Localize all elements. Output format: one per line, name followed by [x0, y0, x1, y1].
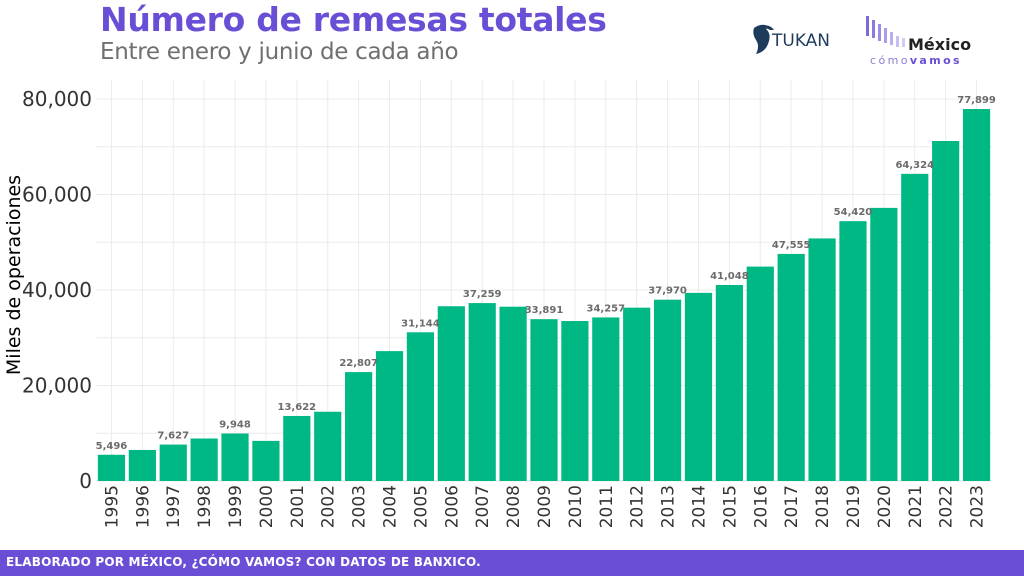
chart-data-labels: 5,496 7,627 9,948 13,622 22,807 31,144 37,259 3…: [96, 95, 996, 452]
y-tick-label: 80,000: [22, 87, 92, 111]
x-tick-label-2002: 2002: [319, 485, 339, 528]
data-label-2009: 33,891: [525, 305, 564, 316]
data-label-1995: 5,496: [96, 441, 128, 452]
bar-2021: [901, 173, 929, 481]
y-tick-label: 0: [79, 469, 92, 493]
bar-2003: [345, 372, 373, 481]
data-label-2005: 31,144: [401, 318, 440, 329]
bar-2015: [715, 284, 743, 481]
x-tick-label-2020: 2020: [875, 485, 895, 528]
bar-2006: [437, 306, 465, 481]
toucan-icon: [753, 24, 774, 54]
mcv-wordmark-top: México: [908, 35, 971, 54]
x-tick-label-2009: 2009: [535, 485, 555, 528]
bar-1997: [159, 444, 187, 481]
bar-2013: [653, 299, 682, 481]
data-label-2019: 54,420: [834, 207, 873, 218]
bar-2023: [962, 109, 991, 481]
data-label-2017: 47,555: [772, 240, 811, 251]
page-title: Número de remesas totales: [100, 0, 607, 39]
chart-bars: [97, 109, 991, 481]
y-axis-label: Miles de operaciones: [3, 175, 25, 375]
x-tick-label-2023: 2023: [968, 485, 988, 528]
bar-2008: [499, 306, 527, 481]
data-label-2015: 41,048: [710, 271, 749, 282]
x-tick-label-2001: 2001: [288, 485, 308, 528]
data-label-1997: 7,627: [157, 431, 189, 442]
page-subtitle: Entre enero y junio de cada año: [100, 39, 459, 65]
x-tick-label-2014: 2014: [689, 485, 709, 528]
data-label-1999: 9,948: [219, 419, 251, 430]
x-tick-label-1996: 1996: [133, 485, 153, 528]
bar-1998: [190, 438, 218, 481]
data-label-2001: 13,622: [278, 402, 317, 413]
x-tick-label-2012: 2012: [628, 485, 648, 528]
bar-2007: [468, 303, 496, 481]
x-tick-label-2021: 2021: [906, 485, 926, 528]
bar-2019: [839, 221, 867, 481]
x-tick-label-2010: 2010: [566, 485, 586, 528]
x-tick-label-2019: 2019: [844, 485, 864, 528]
x-tick-label-2006: 2006: [442, 485, 462, 528]
footer-bar: ELABORADO POR MÉXICO, ¿CÓMO VAMOS? CON D…: [0, 550, 1024, 576]
x-tick-label-1995: 1995: [102, 485, 122, 528]
bar-2017: [777, 253, 805, 481]
bar-2014: [684, 292, 713, 481]
tukan-wordmark: TUKAN: [771, 31, 830, 51]
mexico-como-vamos-logo: México cómovamos: [866, 16, 971, 67]
x-tick-label-1997: 1997: [164, 485, 184, 528]
bar-2011: [592, 317, 620, 481]
y-tick-label: 20,000: [22, 374, 92, 398]
x-tick-label-1999: 1999: [226, 485, 246, 528]
x-tick-label-2003: 2003: [350, 485, 370, 528]
mcv-wordmark-bottom: cómovamos: [870, 54, 962, 67]
y-tick-label: 40,000: [22, 278, 92, 302]
x-tick-label-2018: 2018: [813, 485, 833, 528]
x-tick-label-2013: 2013: [659, 485, 679, 528]
x-tick-label-2011: 2011: [597, 485, 617, 528]
bar-2009: [530, 319, 558, 481]
bar-2022: [932, 141, 960, 481]
bar-2004: [375, 351, 404, 481]
bar-2001: [283, 415, 311, 481]
bar-2012: [623, 307, 651, 481]
data-label-2023: 77,899: [957, 95, 996, 106]
tukan-logo: TUKAN: [753, 24, 830, 54]
data-label-2003: 22,807: [339, 358, 378, 369]
x-tick-label-2004: 2004: [381, 485, 401, 528]
bar-2010: [561, 321, 589, 481]
bar-2016: [746, 266, 774, 481]
data-label-2013: 37,970: [648, 286, 687, 297]
bar-1995: [97, 454, 126, 481]
x-tick-label-2008: 2008: [504, 485, 524, 528]
y-tick-label: 60,000: [22, 183, 92, 207]
bars-icon: [866, 16, 905, 47]
x-tick-label-2007: 2007: [473, 485, 493, 528]
bar-1999: [221, 433, 249, 481]
x-tick-label-1998: 1998: [195, 485, 215, 528]
x-axis-ticks: 1995 1996 1997 1998 1999 2000 2001 2002 2003 2004…: [102, 485, 987, 528]
bar-2020: [870, 207, 898, 481]
data-label-2011: 34,257: [586, 303, 625, 314]
bar-2000: [252, 440, 280, 481]
x-tick-label-2015: 2015: [720, 485, 740, 528]
y-axis-ticks: 0 20,000 40,000 60,000 80,000: [22, 87, 92, 493]
data-label-2007: 37,259: [463, 289, 502, 300]
bar-2002: [314, 411, 342, 481]
x-tick-label-2016: 2016: [751, 485, 771, 528]
bar-2005: [406, 332, 435, 481]
bar-2018: [808, 238, 836, 481]
data-label-2021: 64,324: [895, 160, 934, 171]
x-tick-label-2022: 2022: [937, 485, 957, 528]
footer-credit: ELABORADO POR MÉXICO, ¿CÓMO VAMOS? CON D…: [6, 555, 481, 569]
x-tick-label-2005: 2005: [411, 485, 431, 528]
x-tick-label-2000: 2000: [257, 485, 277, 528]
bar-1996: [128, 449, 156, 481]
x-tick-label-2017: 2017: [782, 485, 802, 528]
